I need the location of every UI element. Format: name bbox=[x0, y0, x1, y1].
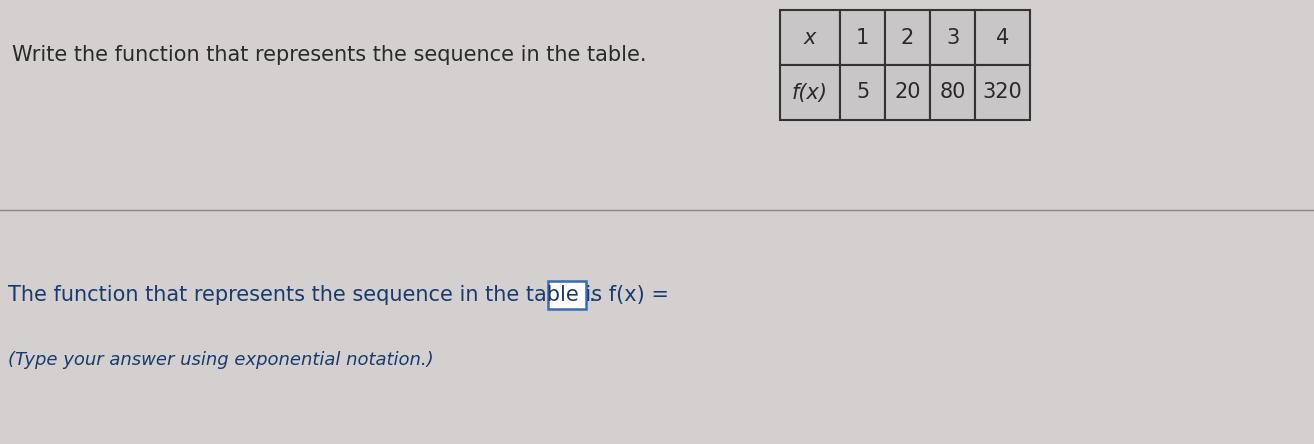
Text: 3: 3 bbox=[946, 28, 959, 48]
Text: x: x bbox=[804, 28, 816, 48]
Text: The function that represents the sequence in the table is f(x) =: The function that represents the sequenc… bbox=[8, 285, 675, 305]
Text: 5: 5 bbox=[855, 83, 869, 103]
Text: 2: 2 bbox=[901, 28, 915, 48]
Bar bbox=[930, 10, 975, 65]
Bar bbox=[781, 65, 840, 120]
Bar bbox=[840, 10, 886, 65]
Text: Write the function that represents the sequence in the table.: Write the function that represents the s… bbox=[12, 45, 646, 65]
Bar bbox=[548, 281, 586, 309]
Bar bbox=[781, 10, 840, 65]
Text: 320: 320 bbox=[983, 83, 1022, 103]
Bar bbox=[975, 65, 1030, 120]
Text: 80: 80 bbox=[940, 83, 966, 103]
Bar bbox=[840, 65, 886, 120]
Bar bbox=[975, 10, 1030, 65]
Text: 20: 20 bbox=[895, 83, 921, 103]
Bar bbox=[930, 65, 975, 120]
Text: f(x): f(x) bbox=[792, 83, 828, 103]
Bar bbox=[886, 65, 930, 120]
Bar bbox=[886, 10, 930, 65]
Text: (Type your answer using exponential notation.): (Type your answer using exponential nota… bbox=[8, 351, 434, 369]
Text: .: . bbox=[589, 285, 595, 305]
Text: 4: 4 bbox=[996, 28, 1009, 48]
Text: 1: 1 bbox=[855, 28, 869, 48]
